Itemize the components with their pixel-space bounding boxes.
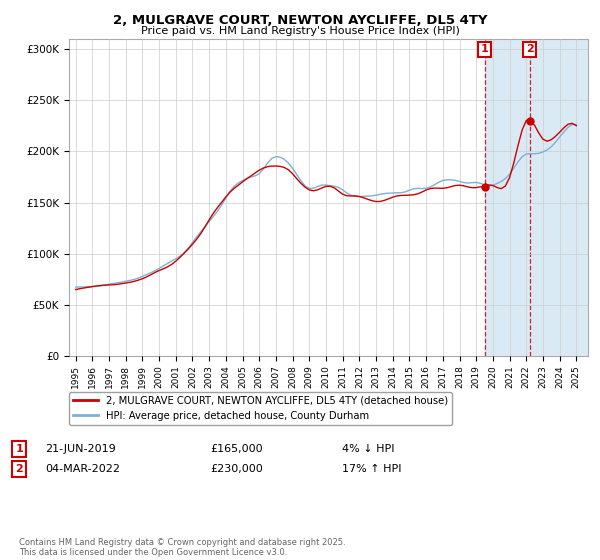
Text: 2: 2 — [16, 464, 23, 474]
Bar — [485, 39, 593, 356]
Text: £230,000: £230,000 — [210, 464, 263, 474]
Text: £165,000: £165,000 — [210, 444, 263, 454]
Text: 1: 1 — [481, 44, 488, 54]
Text: 2: 2 — [526, 44, 533, 54]
Legend: 2, MULGRAVE COURT, NEWTON AYCLIFFE, DL5 4TY (detached house), HPI: Average price: 2, MULGRAVE COURT, NEWTON AYCLIFFE, DL5 … — [69, 392, 452, 425]
Text: Price paid vs. HM Land Registry's House Price Index (HPI): Price paid vs. HM Land Registry's House … — [140, 26, 460, 36]
Text: 21-JUN-2019: 21-JUN-2019 — [45, 444, 116, 454]
Text: 2, MULGRAVE COURT, NEWTON AYCLIFFE, DL5 4TY: 2, MULGRAVE COURT, NEWTON AYCLIFFE, DL5 … — [113, 14, 487, 27]
Text: 17% ↑ HPI: 17% ↑ HPI — [342, 464, 401, 474]
Text: 4% ↓ HPI: 4% ↓ HPI — [342, 444, 395, 454]
Text: 04-MAR-2022: 04-MAR-2022 — [45, 464, 120, 474]
Text: Contains HM Land Registry data © Crown copyright and database right 2025.
This d: Contains HM Land Registry data © Crown c… — [19, 538, 346, 557]
Text: 1: 1 — [16, 444, 23, 454]
